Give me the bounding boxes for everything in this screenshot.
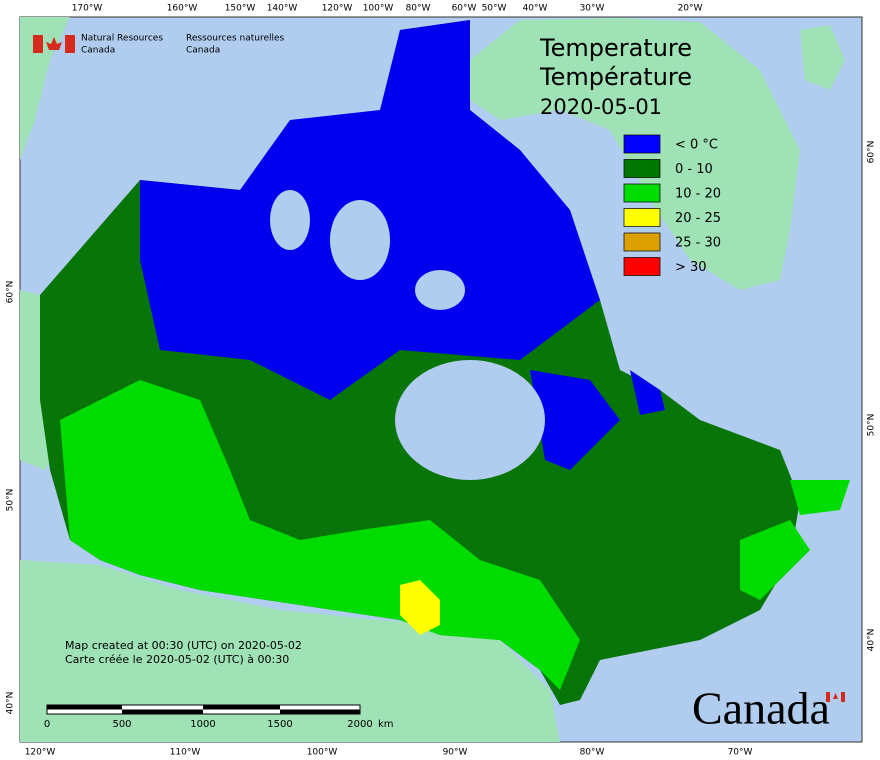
lon-label: 140°W: [267, 4, 298, 14]
region-20-25: [400, 580, 440, 635]
legend-label: > 30: [675, 260, 707, 275]
scale-label: 1500: [267, 719, 292, 730]
lon-label: 100°W: [307, 748, 338, 758]
lon-label: 70°W: [728, 748, 753, 758]
flag-leaf: [46, 37, 62, 50]
legend-label: 20 - 25: [675, 211, 721, 226]
agency-en: Natural Resources: [81, 34, 163, 44]
scale-segment: [122, 709, 203, 714]
canada: [40, 20, 850, 705]
scale-label: 1000: [190, 719, 215, 730]
channel: [270, 190, 310, 250]
lon-label: 170°W: [72, 4, 103, 14]
scale-unit: km: [378, 719, 394, 730]
lon-label: 100°W: [363, 4, 394, 14]
legend-label: 10 - 20: [675, 187, 721, 202]
agency-fr: Ressources naturelles: [186, 34, 285, 44]
lon-label: 80°W: [580, 748, 605, 758]
lat-label: 50°N: [867, 414, 877, 437]
united-states: [20, 560, 560, 742]
scale-segment: [280, 709, 360, 714]
legend-label: < 0 °C: [675, 138, 718, 153]
flag-bar: [33, 35, 43, 53]
lon-label: 120°W: [322, 4, 353, 14]
lon-label: 40°W: [523, 4, 548, 14]
legend-swatch: [623, 257, 661, 276]
note: Map created at 00:30 (UTC) on 2020-05-02: [65, 639, 302, 652]
lat-label: 50°N: [6, 489, 16, 512]
legend-swatch: [623, 159, 661, 178]
agency-fr: Canada: [186, 46, 220, 56]
lon-label: 30°W: [580, 4, 605, 14]
alaska-north: [20, 17, 70, 160]
canada-wordmark: Canada: [692, 683, 830, 734]
legend-label: 0 - 10: [675, 162, 713, 177]
channel: [330, 200, 390, 280]
lon-label: 20°W: [678, 4, 703, 14]
lat-label: 60°N: [6, 281, 16, 304]
graticule: 170°W 160°W 150°W 140°W 120°W 100°W 80°W 60°W 50…: [6, 4, 877, 758]
legend-swatch: [623, 134, 661, 154]
lon-label: 80°W: [406, 4, 431, 14]
lon-label: 150°W: [225, 4, 256, 14]
title-line: Temperature: [539, 34, 692, 62]
flag-bar: [65, 35, 75, 53]
lon-label: 120°W: [25, 748, 56, 758]
lon-label: 110°W: [170, 748, 201, 758]
channel: [415, 270, 465, 310]
scale-label: 2000: [347, 719, 372, 730]
flag-leaf: [833, 693, 838, 699]
lon-label: 90°W: [443, 748, 468, 758]
note: Carte créée le 2020-05-02 (UTC) à 00:30: [65, 653, 289, 666]
legend: < 0 °C 0 - 10 10 - 20 20 - 25 25 - 30 > 30: [623, 134, 721, 276]
region-10-20: [60, 380, 580, 690]
region-below-0-labrador: [530, 370, 620, 470]
agency-en: Canada: [81, 46, 115, 56]
region-10-20-east: [740, 520, 810, 600]
scale-label: 500: [112, 719, 131, 730]
lon-label: 60°W: [452, 4, 477, 14]
region-10-20-nfld: [790, 480, 850, 515]
lon-label: 160°W: [167, 4, 198, 14]
notes: Map created at 00:30 (UTC) on 2020-05-02…: [65, 639, 302, 666]
wordmark: Canada: [692, 683, 845, 734]
title-date: 2020-05-01: [540, 95, 662, 119]
header: Natural Resources Canada Ressources natu…: [33, 34, 285, 56]
flag-bar: [826, 692, 830, 702]
lat-label: 40°N: [867, 629, 877, 652]
scale-segment: [203, 705, 280, 710]
greenland: [470, 18, 800, 290]
scale-bar: 0 500 1000 1500 2000 km: [44, 704, 394, 730]
legend-swatch: [623, 183, 661, 203]
iceland: [800, 25, 845, 90]
title: Temperature Température 2020-05-01: [539, 34, 692, 119]
scale-segment: [47, 705, 122, 710]
title-line: Température: [539, 63, 692, 91]
land-background: [20, 17, 845, 742]
legend-label: 25 - 30: [675, 236, 721, 251]
region-below-0-tip: [630, 370, 665, 415]
lon-label: 50°W: [482, 4, 507, 14]
flag-bar: [841, 692, 845, 702]
lat-label: 60°N: [867, 141, 877, 164]
legend-swatch: [623, 208, 661, 227]
lat-label: 40°N: [6, 692, 16, 715]
scale-label: 0: [44, 719, 50, 730]
legend-swatch: [623, 232, 661, 252]
hudson-bay: [395, 360, 545, 480]
